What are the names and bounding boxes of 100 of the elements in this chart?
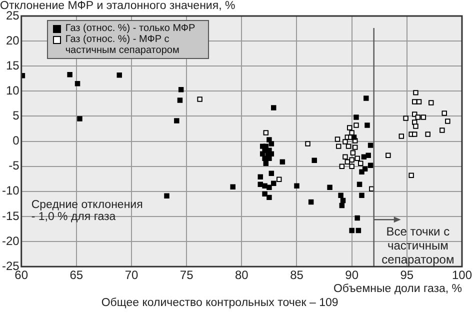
y-tick-label: 20 [6,33,20,48]
x-tick-label: 75 [180,268,194,282]
point [338,192,344,198]
point [428,100,434,106]
point [268,170,274,176]
point [308,199,314,205]
point [362,166,368,172]
point [340,198,346,204]
x-tick-label: 70 [124,268,138,282]
point [258,174,264,180]
point [413,124,418,129]
point [350,150,356,156]
point [294,183,300,189]
point [164,193,170,199]
y-tick-label: 15 [6,58,20,72]
point [116,72,122,78]
point [356,182,362,188]
point [344,159,350,164]
point [354,156,360,161]
point [368,162,374,168]
point [364,122,370,128]
point [420,114,426,120]
point [77,116,82,122]
y-tick-label: 10 [6,83,20,98]
point [356,228,362,234]
x-tick-label: 90 [345,268,359,282]
point [339,202,345,208]
point [354,215,360,221]
point [270,180,276,186]
point [415,114,421,120]
point [354,114,359,120]
point [178,87,184,92]
point [425,132,430,137]
point [174,118,180,124]
point [266,194,272,200]
point [260,151,266,156]
point [412,132,418,137]
point [412,99,418,104]
y-tick-label: -20 [2,234,20,248]
legend-label: Газ (относ. %) - МФР с частичным сепаратором [65,34,180,56]
point [358,160,364,166]
point [440,128,445,133]
point [442,110,447,116]
point [276,176,282,182]
y-tick-label: 5 [12,108,20,123]
point [359,192,364,198]
point [270,105,276,110]
point [67,72,72,78]
point [354,122,359,128]
point [413,90,418,96]
ref-line-label: Все точки с частичным сепаратором [382,224,454,267]
point [368,142,374,148]
point [347,125,352,130]
point [342,154,348,160]
point [349,130,354,136]
point [349,164,354,169]
x-tick-label: 95 [400,268,414,282]
y-tick-label: -10 [2,184,20,198]
point [230,184,236,190]
y-tick-label: -15 [2,208,20,223]
point [327,184,332,190]
point [177,98,183,103]
point [398,134,404,139]
x-axis-title: Объемные доли газа, % [333,282,462,295]
annotation: Средние отклонения - 1,0 % для газа [31,198,143,223]
point [386,152,391,158]
point [352,144,358,150]
x-tick-label: 85 [290,268,304,282]
point [364,96,369,101]
point [262,191,268,197]
x-tick-label: 65 [70,268,84,282]
text: Общее количество контрольных точек – 109 [101,296,338,309]
x-tick-label: 80 [234,268,249,282]
point [266,137,272,142]
point [416,99,422,104]
point [349,228,354,234]
point [342,139,348,144]
point [336,144,342,149]
point [334,136,340,142]
point [262,183,268,189]
point [366,152,371,158]
point [263,160,269,166]
x-tick-label: 100 [452,268,472,282]
legend-label: Газ (относ. %) - только МФР [65,23,196,34]
point [197,96,202,102]
y-tick-label: -5 [8,158,20,173]
point [263,130,269,136]
point [403,116,408,121]
point [351,134,357,140]
point [305,141,310,146]
point [74,81,80,86]
point [280,159,286,164]
point [346,144,352,149]
y-tick-label: 0 [12,134,20,148]
point [445,118,450,124]
point [266,184,272,190]
point [339,164,345,169]
point [312,158,317,163]
point [349,157,354,162]
point [408,172,414,178]
